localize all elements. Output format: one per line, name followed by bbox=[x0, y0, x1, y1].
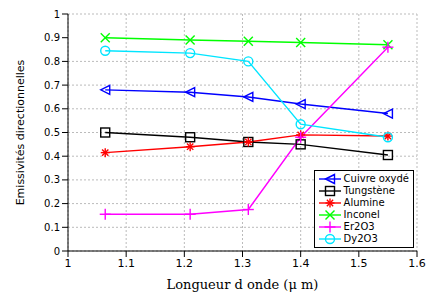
svg-text:0.3: 0.3 bbox=[44, 174, 60, 185]
svg-text:1.4: 1.4 bbox=[292, 257, 310, 270]
svg-text:Longueur d onde (μ m): Longueur d onde (μ m) bbox=[167, 277, 319, 292]
html-text:Dy2O3: Dy2O3 bbox=[343, 233, 378, 244]
svg-text:1.1: 1.1 bbox=[117, 257, 135, 270]
html-text:Alumine: Alumine bbox=[343, 197, 385, 208]
svg-text:0: 0 bbox=[54, 246, 60, 257]
svg-text:0.1: 0.1 bbox=[44, 222, 60, 233]
svg-text:0.5: 0.5 bbox=[44, 127, 60, 138]
svg-text:Emissivités directionnelles: Emissivités directionnelles bbox=[14, 59, 27, 205]
svg-text:1.5: 1.5 bbox=[350, 257, 368, 270]
svg-text:0.2: 0.2 bbox=[44, 198, 60, 209]
svg-text:1.3: 1.3 bbox=[234, 257, 252, 270]
svg-text:0.9: 0.9 bbox=[44, 32, 60, 43]
svg-text:0.6: 0.6 bbox=[44, 103, 60, 114]
html-text:Tungstène: Tungstène bbox=[343, 185, 395, 196]
html-text:Cuivre oxydé: Cuivre oxydé bbox=[343, 173, 409, 184]
html-text:Inconel: Inconel bbox=[343, 209, 380, 220]
svg-text:1.6: 1.6 bbox=[408, 257, 426, 270]
svg-text:1.2: 1.2 bbox=[176, 257, 194, 270]
svg-text:0.7: 0.7 bbox=[44, 80, 60, 91]
html-text:Er2O3: Er2O3 bbox=[343, 221, 375, 232]
svg-text:1: 1 bbox=[65, 257, 72, 270]
svg-text:1: 1 bbox=[54, 9, 60, 20]
svg-text:0.4: 0.4 bbox=[44, 151, 60, 162]
svg-text:0.8: 0.8 bbox=[44, 56, 60, 67]
